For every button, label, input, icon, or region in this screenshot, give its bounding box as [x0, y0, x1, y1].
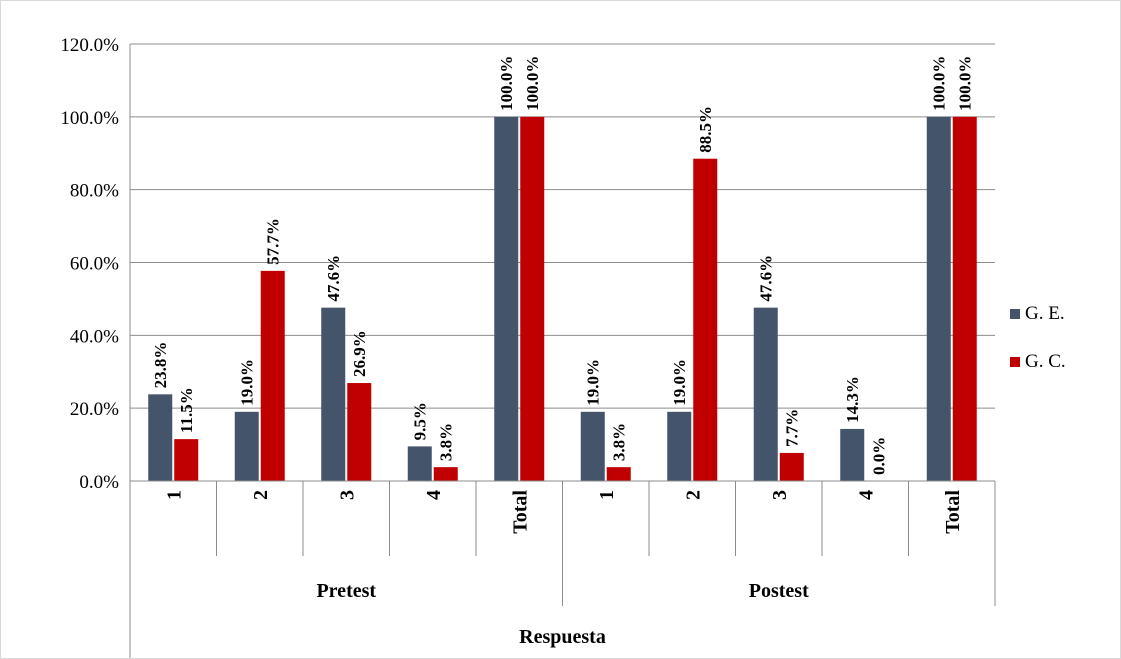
data-label: 11.5%	[177, 387, 196, 433]
legend-label: G. C.	[1025, 351, 1066, 372]
legend: G. E. G. C.	[1010, 303, 1066, 372]
data-label: 9.5%	[411, 402, 430, 440]
bar-ge	[148, 394, 173, 481]
category-label: 1	[596, 490, 618, 500]
y-tick-label: 80.0%	[70, 181, 119, 202]
category-label: 4	[855, 490, 877, 500]
bar-gc	[779, 452, 804, 481]
y-tick-label: 0.0%	[79, 472, 119, 493]
bar-ge	[234, 411, 259, 481]
bar-ge	[753, 307, 778, 481]
y-tick-label: 40.0%	[70, 326, 119, 347]
data-labels: 23.8% 11.5% 19.0% 57.7% 47.6% 26.9% 9.5% 3.8% 10…	[151, 56, 975, 475]
bar-ge	[321, 307, 346, 481]
data-label: 19.0%	[238, 359, 257, 406]
data-label: 19.0%	[584, 359, 603, 406]
category-label: 4	[423, 490, 445, 500]
bar-gc	[174, 439, 199, 481]
y-axis-tick-labels: 0.0% 20.0% 40.0% 60.0% 80.0% 100.0% 120.0%	[60, 35, 119, 493]
y-tick-label: 100.0%	[60, 108, 119, 129]
bar-gc	[433, 467, 458, 481]
bar-ge	[840, 428, 865, 481]
y-tick-label: 60.0%	[70, 254, 119, 275]
group-label: Pretest	[316, 580, 376, 602]
group-labels: Pretest Postest	[316, 580, 809, 602]
data-label: 23.8%	[151, 342, 170, 389]
data-label: 100.0%	[930, 56, 949, 111]
legend-label: G. E.	[1025, 303, 1065, 324]
axes	[129, 44, 996, 658]
bars	[148, 116, 977, 481]
data-label: 88.5%	[696, 106, 715, 153]
category-label: Total	[942, 490, 964, 534]
group-label: Postest	[749, 580, 809, 602]
data-label: 0.0%	[869, 437, 888, 475]
legend-swatch	[1010, 309, 1020, 319]
y-tick-label: 120.0%	[60, 35, 119, 56]
category-label: 2	[250, 490, 272, 500]
data-label: 47.6%	[324, 255, 343, 302]
data-label: 3.8%	[437, 423, 456, 461]
data-label: 100.0%	[497, 56, 516, 111]
category-labels: 1 2 3 4 Total 1 2 3 4 Total	[163, 490, 964, 534]
data-label: 100.0%	[523, 56, 542, 111]
bar-ge	[494, 116, 519, 481]
bar-gc	[693, 158, 718, 481]
data-label: 47.6%	[757, 255, 776, 302]
category-label: 3	[769, 490, 791, 500]
y-tick-label: 20.0%	[70, 399, 119, 420]
data-label: 100.0%	[956, 56, 975, 111]
bar-gc	[520, 116, 545, 481]
bar-ge	[926, 116, 951, 481]
data-label: 26.9%	[350, 330, 369, 377]
category-label: Total	[509, 490, 531, 534]
data-label: 14.3%	[843, 376, 862, 423]
bar-ge	[667, 411, 692, 481]
bar-gc	[260, 270, 285, 481]
data-label: 3.8%	[610, 423, 629, 461]
data-label: 7.7%	[783, 409, 802, 447]
category-label: 3	[336, 490, 358, 500]
bar-gc	[952, 116, 977, 481]
bar-ge	[580, 411, 605, 481]
data-label: 57.7%	[264, 218, 283, 265]
category-label: 1	[163, 490, 185, 500]
bar-gc	[606, 467, 631, 481]
category-label: 2	[682, 490, 704, 500]
bar-gc	[347, 383, 372, 481]
data-label: 19.0%	[670, 359, 689, 406]
legend-swatch	[1010, 357, 1020, 367]
bar-ge	[407, 446, 432, 481]
x-axis-title: Respuesta	[519, 626, 606, 648]
